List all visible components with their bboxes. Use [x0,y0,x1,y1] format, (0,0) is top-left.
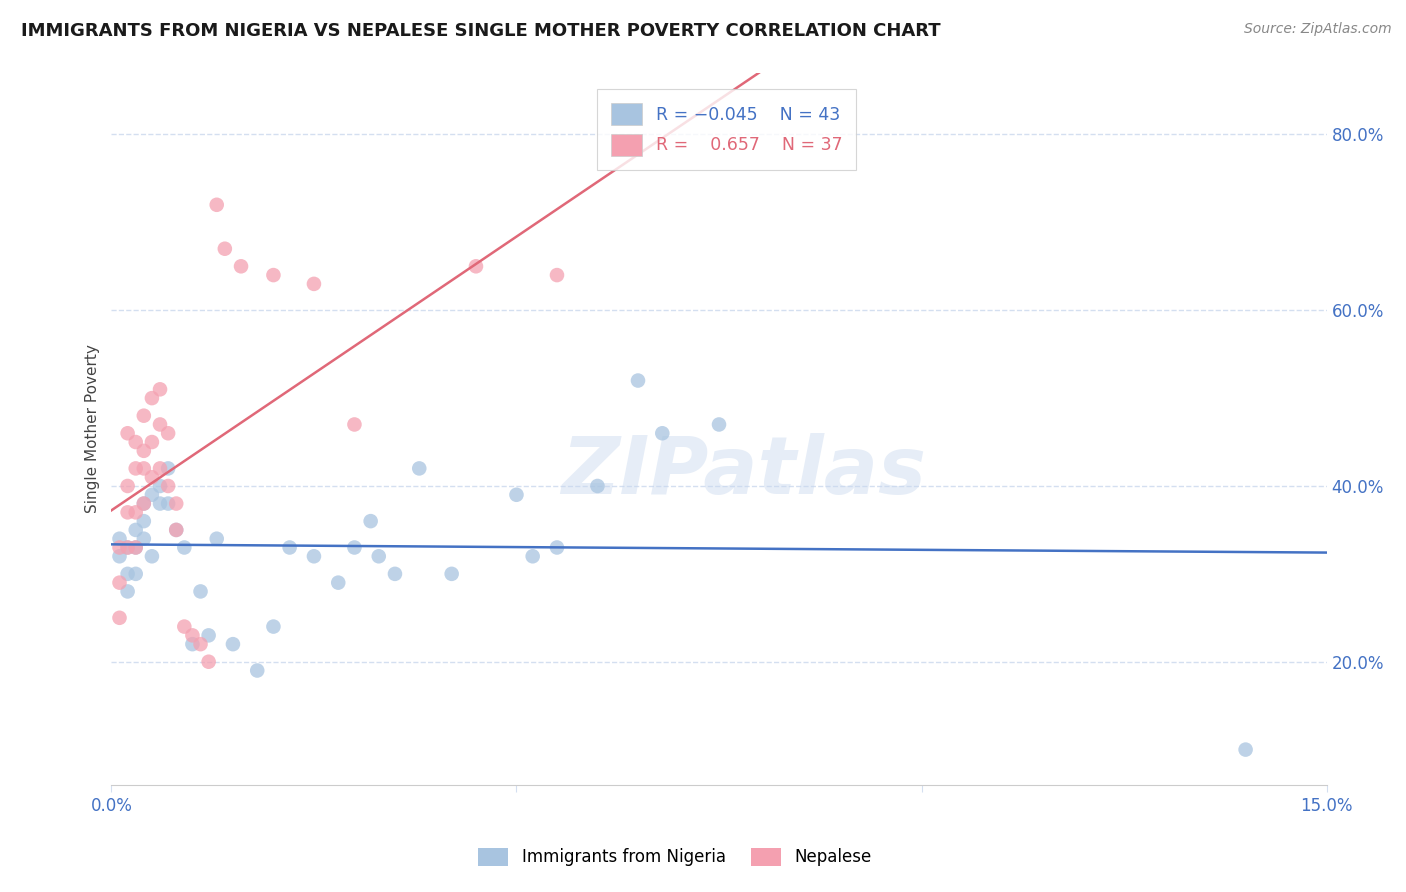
Point [157,426,180,441]
Point [157,479,180,493]
Point [157,497,180,511]
Point [440,566,463,581]
Point [132,497,155,511]
Point [190,637,212,651]
Point [149,417,172,432]
Point [465,260,488,274]
Point [214,242,236,256]
Point [132,497,155,511]
Point [141,549,163,564]
Point [262,619,284,633]
Point [367,549,389,564]
Point [132,409,155,423]
Text: Source: ZipAtlas.com: Source: ZipAtlas.com [1244,22,1392,37]
Point [707,417,730,432]
Point [229,260,252,274]
Point [222,637,245,651]
Point [141,435,163,450]
Point [125,461,148,475]
Point [343,541,366,555]
Point [173,541,195,555]
Point [117,566,139,581]
Point [157,461,180,475]
Point [117,505,139,519]
Point [125,523,148,537]
Point [165,523,187,537]
Point [205,198,228,212]
Point [181,637,204,651]
Point [132,532,155,546]
Point [117,479,139,493]
Point [165,497,187,511]
Point [132,443,155,458]
Point [205,532,228,546]
Legend: Immigrants from Nigeria, Nepalese: Immigrants from Nigeria, Nepalese [472,841,877,873]
Text: IMMIGRANTS FROM NIGERIA VS NEPALESE SINGLE MOTHER POVERTY CORRELATION CHART: IMMIGRANTS FROM NIGERIA VS NEPALESE SING… [21,22,941,40]
Point [125,541,148,555]
Point [197,628,219,642]
Point [627,374,650,388]
Point [108,532,131,546]
Point [343,417,366,432]
Point [302,277,325,291]
Point [117,541,139,555]
Point [165,523,187,537]
Point [149,497,172,511]
Point [197,655,219,669]
Point [117,584,139,599]
Text: ZIPatlas: ZIPatlas [561,433,925,510]
Point [125,435,148,450]
Point [181,628,204,642]
Point [278,541,301,555]
Point [360,514,382,528]
Point [132,514,155,528]
Point [246,664,269,678]
Point [108,575,131,590]
Point [125,566,148,581]
Point [522,549,544,564]
Point [546,541,568,555]
Point [149,382,172,396]
Point [149,479,172,493]
Y-axis label: Single Mother Poverty: Single Mother Poverty [86,344,100,513]
Point [141,391,163,405]
Point [408,461,430,475]
Point [328,575,350,590]
Point [149,461,172,475]
Point [108,549,131,564]
Point [132,461,155,475]
Legend: R = −0.045    N = 43, R =    0.657    N = 37: R = −0.045 N = 43, R = 0.657 N = 37 [596,89,856,169]
Point [117,426,139,441]
Point [586,479,609,493]
Point [108,611,131,625]
Point [173,619,195,633]
Point [141,488,163,502]
Point [262,268,284,282]
Point [546,268,568,282]
Point [125,505,148,519]
Point [125,541,148,555]
Point [117,541,139,555]
Point [1234,742,1257,756]
Point [651,426,673,441]
Point [302,549,325,564]
Point [505,488,527,502]
Point [384,566,406,581]
Point [108,541,131,555]
Point [190,584,212,599]
Point [141,470,163,484]
